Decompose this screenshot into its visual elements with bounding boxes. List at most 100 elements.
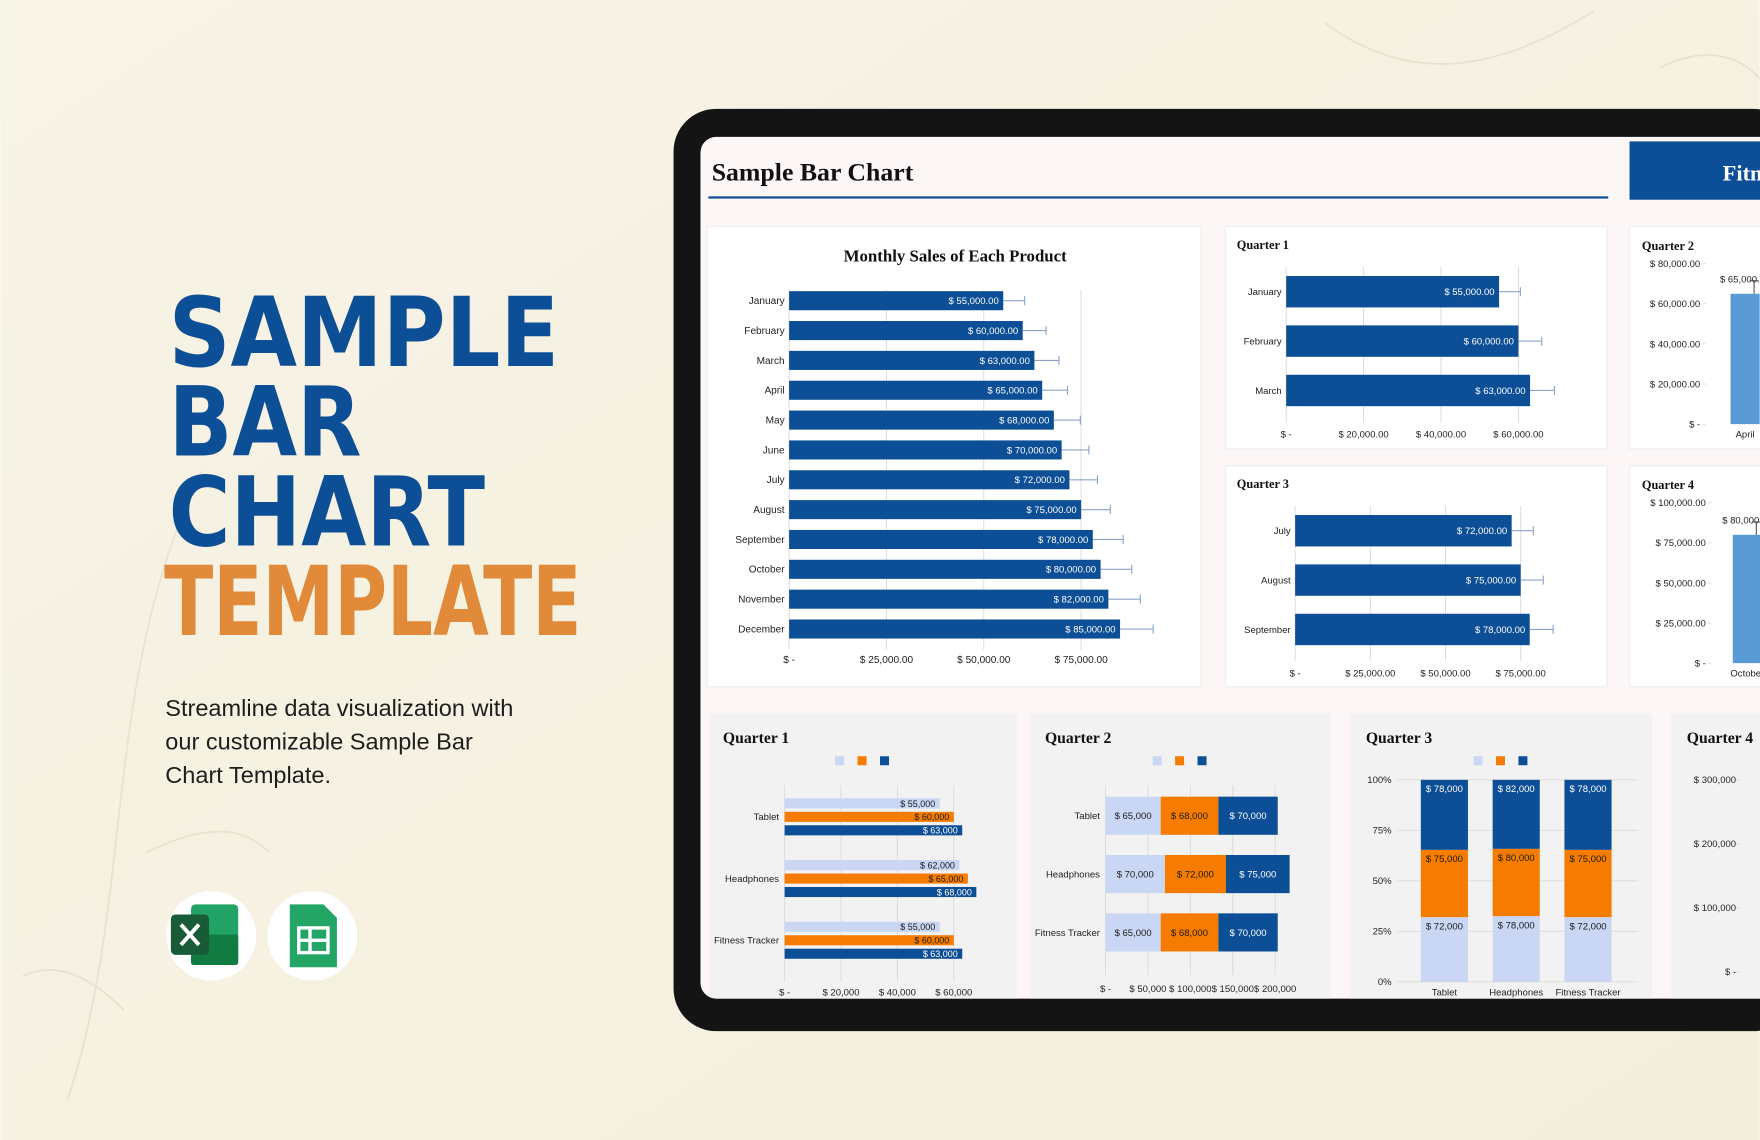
x-tick-label: $ - bbox=[1100, 984, 1111, 995]
value-label: $ 68,000 bbox=[1171, 811, 1208, 822]
error-bar bbox=[1042, 385, 1069, 395]
y-category-label: October bbox=[749, 565, 785, 576]
bar bbox=[1105, 796, 1161, 835]
x-tick-label: $ 50,000 bbox=[1129, 984, 1166, 995]
y-category-label: November bbox=[738, 595, 785, 606]
bar bbox=[1564, 849, 1612, 918]
y-category-label: December bbox=[738, 624, 785, 635]
legend-swatch bbox=[1473, 756, 1483, 766]
x-category-label: Tablet bbox=[1432, 987, 1458, 998]
chart-title: Quarter 2 bbox=[1045, 730, 1112, 747]
y-tick-label: 25% bbox=[1373, 927, 1393, 938]
value-label: $ 70,000 bbox=[1230, 928, 1267, 939]
chart-title: Quarter 3 bbox=[1366, 730, 1433, 747]
y-tick-label: $ 100,000.00 bbox=[1650, 498, 1706, 509]
error-bar bbox=[1108, 594, 1141, 604]
y-category-label: Fitness Tracker bbox=[714, 936, 780, 947]
x-tick-label: $ 200,000 bbox=[1254, 984, 1296, 995]
x-tick-label: $ 60,000.00 bbox=[1493, 430, 1543, 441]
x-tick-label: $ - bbox=[779, 987, 790, 998]
value-label: $ 70,000 bbox=[1230, 811, 1267, 822]
chart-title: Quarter 4 bbox=[1642, 478, 1694, 492]
y-tick-label: $ 50,000.00 bbox=[1656, 578, 1706, 589]
error-bar bbox=[1529, 624, 1554, 634]
hero-title: BAR bbox=[169, 366, 362, 479]
title-underline bbox=[708, 196, 1609, 199]
error-bar bbox=[1061, 445, 1090, 455]
value-label: $ 75,000 bbox=[1426, 854, 1463, 865]
bar bbox=[789, 440, 1062, 460]
value-label: $ 75,000.00 bbox=[1026, 505, 1076, 516]
error-bar bbox=[1069, 475, 1099, 485]
value-label: $ 65,000 bbox=[1115, 811, 1152, 822]
sheet: Sample Bar Chart Fitness Tracker Monthly… bbox=[706, 141, 1760, 999]
error-bar bbox=[1092, 534, 1124, 544]
y-tick-label: 75% bbox=[1373, 826, 1393, 837]
y-category-label: May bbox=[766, 415, 786, 426]
y-category-label: January bbox=[749, 296, 786, 307]
y-tick-label: 0% bbox=[1378, 977, 1392, 988]
value-label: $ 65,000 bbox=[928, 874, 963, 884]
value-label: $ 72,000 bbox=[1177, 869, 1214, 880]
value-label: $ 75,000 bbox=[1239, 869, 1276, 880]
error-bar bbox=[1499, 287, 1521, 297]
y-category-label: August bbox=[753, 505, 785, 516]
bar bbox=[789, 410, 1054, 430]
bar bbox=[789, 291, 1004, 311]
x-tick-label: $ 20,000.00 bbox=[1338, 430, 1388, 441]
legend-swatch bbox=[880, 756, 889, 766]
y-tick-label: $ - bbox=[1695, 658, 1706, 669]
legend-swatch bbox=[1152, 756, 1162, 766]
bar bbox=[1730, 293, 1760, 425]
hero-title: CHART bbox=[169, 455, 486, 568]
bar bbox=[784, 948, 963, 959]
value-label: $ 78,000 bbox=[1426, 784, 1463, 795]
chart-title: Quarter 1 bbox=[723, 730, 790, 747]
bar bbox=[789, 619, 1121, 639]
bar bbox=[784, 825, 963, 836]
bar bbox=[1295, 613, 1530, 646]
y-tick-label: $ 20,000.00 bbox=[1650, 379, 1700, 390]
bar bbox=[789, 380, 1043, 400]
y-tick-label: $ 300,000 bbox=[1694, 775, 1736, 786]
y-category-label: June bbox=[763, 445, 785, 456]
bar bbox=[1492, 916, 1540, 982]
bar bbox=[789, 589, 1109, 609]
bar bbox=[1105, 855, 1165, 894]
error-bar bbox=[1749, 280, 1759, 294]
chart-title: Quarter 4 bbox=[1687, 730, 1754, 747]
bar bbox=[1420, 779, 1468, 850]
legend-swatch bbox=[1175, 756, 1185, 766]
legend-swatch bbox=[835, 756, 845, 766]
x-tick-label: $ 60,000 bbox=[935, 987, 972, 998]
error-bar bbox=[1034, 355, 1060, 365]
bar bbox=[784, 873, 968, 884]
x-tick-label: $ 25,000.00 bbox=[1345, 669, 1395, 680]
value-label: $ 68,000.00 bbox=[999, 415, 1049, 426]
x-tick-label: $ 40,000.00 bbox=[1416, 430, 1466, 441]
bar bbox=[1164, 855, 1226, 894]
y-category-label: Fitness Tracker bbox=[1035, 928, 1101, 939]
y-tick-label: $ 40,000.00 bbox=[1650, 339, 1700, 350]
value-label: $ 70,000.00 bbox=[1007, 445, 1057, 456]
x-category-label: April bbox=[1736, 430, 1755, 441]
value-label: $ 82,000 bbox=[1498, 784, 1535, 795]
tab[interactable] bbox=[1629, 141, 1760, 200]
error-bar bbox=[1120, 624, 1154, 634]
sheet-title: Sample Bar Chart bbox=[712, 158, 914, 187]
tab-title: Fitness Tracker bbox=[1723, 161, 1760, 186]
y-tick-label: $ 60,000.00 bbox=[1650, 299, 1700, 310]
value-label: $ 60,000.00 bbox=[968, 326, 1018, 337]
value-label: $ 60,000 bbox=[914, 812, 949, 822]
legend-swatch bbox=[1518, 756, 1528, 766]
chart-title: Monthly Sales of Each Product bbox=[844, 246, 1068, 265]
value-label: $ 80,000 bbox=[1498, 853, 1535, 864]
value-label: $ 55,000 bbox=[900, 799, 935, 809]
hero-description: Chart Template. bbox=[165, 762, 331, 788]
bar bbox=[784, 811, 954, 822]
value-label: $ 63,000.00 bbox=[980, 356, 1030, 367]
card bbox=[1671, 713, 1760, 999]
error-bar bbox=[1022, 326, 1047, 336]
error-bar bbox=[1751, 521, 1760, 535]
hero-description: Streamline data visualization with bbox=[165, 695, 513, 721]
